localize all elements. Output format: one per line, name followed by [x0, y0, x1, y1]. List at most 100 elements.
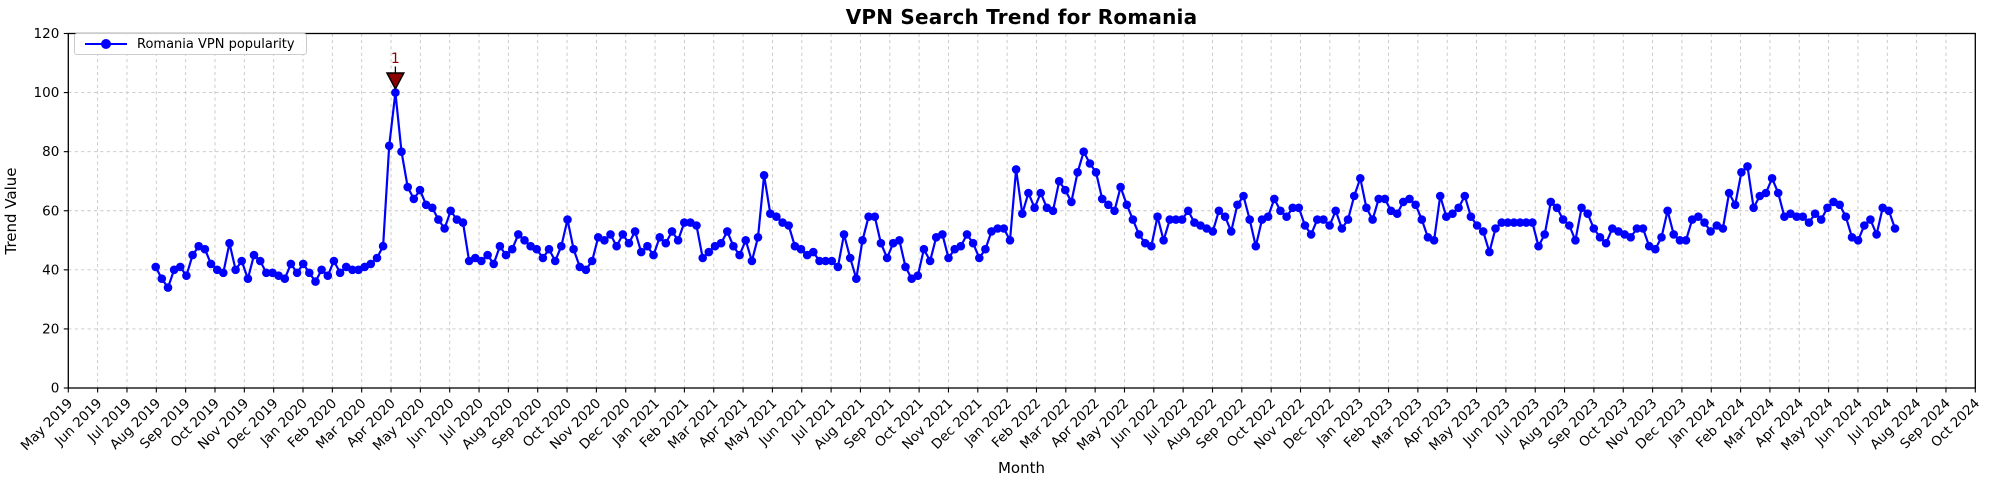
data-point — [1749, 203, 1758, 213]
data-point — [249, 250, 259, 260]
data-point — [956, 241, 966, 251]
data-point — [1276, 206, 1285, 216]
data-point — [1159, 236, 1168, 245]
data-point — [723, 227, 732, 236]
data-point — [372, 253, 382, 263]
data-point — [1823, 203, 1832, 213]
data-point — [1626, 233, 1635, 242]
data-point — [1890, 224, 1900, 233]
data-point — [1220, 212, 1230, 221]
data-point — [1048, 206, 1058, 216]
legend-label: Romania VPN popularity — [137, 36, 295, 52]
data-point — [1147, 241, 1156, 251]
data-point — [1651, 244, 1660, 254]
data-point — [1091, 168, 1101, 177]
data-point — [919, 244, 929, 254]
data-point — [1331, 206, 1340, 216]
data-point — [1079, 147, 1088, 156]
data-point — [298, 259, 308, 269]
data-point — [1349, 191, 1359, 201]
data-point — [403, 182, 413, 192]
data-point — [1767, 174, 1777, 183]
data-point — [815, 256, 824, 266]
data-point — [1306, 230, 1316, 239]
data-point — [1632, 224, 1642, 233]
data-point — [1233, 200, 1242, 210]
data-point — [630, 227, 640, 236]
data-point — [1319, 215, 1328, 224]
data-point — [1368, 215, 1377, 224]
data-point — [1417, 215, 1427, 224]
data-point — [753, 233, 763, 242]
data-point — [698, 253, 707, 263]
data-point — [704, 247, 714, 257]
data-point — [1270, 194, 1279, 204]
data-point — [1681, 236, 1691, 245]
data-point — [1478, 227, 1488, 236]
data-point — [255, 256, 265, 266]
legend: Romania VPN popularity — [74, 33, 307, 55]
data-point — [1466, 212, 1476, 221]
data-point — [1743, 162, 1752, 171]
data-point — [1454, 203, 1463, 213]
data-point — [1104, 200, 1113, 210]
data-point — [975, 253, 984, 263]
data-point — [1571, 236, 1580, 245]
data-point — [1177, 215, 1187, 224]
data-point — [716, 238, 726, 248]
data-point — [434, 215, 443, 224]
legend-line-sample-icon — [85, 39, 127, 49]
data-point — [925, 256, 935, 266]
data-point — [1798, 212, 1808, 221]
data-point — [827, 256, 837, 266]
data-point — [1804, 218, 1814, 227]
data-point — [636, 247, 646, 257]
y-tick-label: 100 — [34, 85, 60, 101]
data-point — [495, 241, 505, 251]
data-point — [606, 230, 615, 239]
data-point — [219, 268, 228, 278]
data-point — [335, 268, 345, 278]
data-point — [1485, 247, 1494, 257]
chart-title: VPN Search Trend for Romania — [845, 5, 1198, 29]
data-point — [729, 241, 738, 251]
data-point — [581, 265, 591, 275]
data-point — [323, 271, 333, 281]
data-point — [1552, 203, 1562, 213]
data-point — [938, 230, 947, 239]
data-point — [809, 247, 818, 257]
data-point — [1061, 185, 1070, 195]
data-point — [1577, 203, 1586, 213]
data-point — [262, 268, 271, 278]
data-point — [759, 171, 769, 180]
data-point — [624, 238, 634, 248]
data-point — [1663, 206, 1672, 216]
data-point — [962, 230, 972, 239]
data-point — [1251, 241, 1261, 251]
data-point — [1294, 203, 1304, 213]
data-point — [667, 227, 677, 236]
data-point — [200, 244, 210, 254]
data-point — [311, 277, 320, 286]
data-point — [305, 268, 314, 278]
data-point — [348, 265, 357, 275]
x-axis-title: Month — [997, 459, 1045, 477]
data-point — [661, 238, 671, 248]
data-point — [1761, 188, 1771, 198]
data-point — [1288, 203, 1297, 213]
data-point — [1356, 174, 1365, 183]
data-point — [1657, 233, 1666, 242]
data-point — [1067, 197, 1076, 207]
data-point — [1116, 182, 1125, 192]
data-point — [544, 244, 554, 254]
data-point — [655, 233, 664, 242]
data-point — [1503, 218, 1513, 227]
data-point — [870, 212, 880, 221]
data-point — [1884, 206, 1894, 216]
data-point — [1282, 212, 1291, 221]
data-point — [1515, 218, 1525, 227]
y-tick-label: 120 — [34, 26, 60, 42]
data-point — [1558, 215, 1568, 224]
data-point — [864, 212, 873, 221]
